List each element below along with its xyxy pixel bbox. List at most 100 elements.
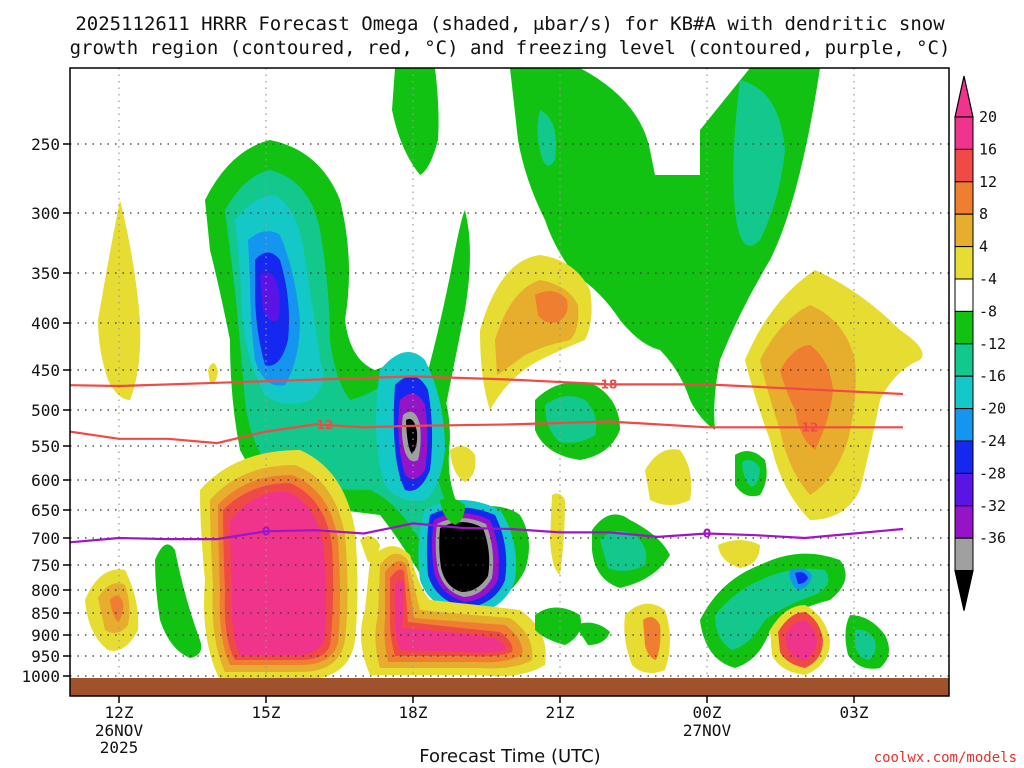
colorbar-label: -8: [979, 302, 997, 320]
colorbar-swatch: [954, 343, 974, 377]
omega-region-19z-right-green: [440, 498, 465, 525]
omega-region-18z-black: [406, 418, 418, 454]
omega-region-upper-mid-teal: [537, 110, 556, 166]
omega-region-21z-teal-blob: [545, 396, 597, 443]
y-tick-label: 800: [31, 581, 60, 600]
omega-region-12z-upper-yellow: [98, 200, 141, 400]
colorbar-swatch: [954, 472, 974, 507]
omega-region-2130-green-low: [575, 622, 610, 645]
omega-region-spike-19z-green: [420, 210, 470, 410]
contour-label-0: 0: [262, 524, 270, 538]
ground-surface-band: [70, 678, 949, 696]
y-tick-label: 750: [31, 556, 60, 575]
colorbar-swatch: [954, 116, 974, 150]
y-tick-label: 650: [31, 501, 60, 520]
colorbar-label: 20: [979, 108, 997, 126]
omega-region-19z-black: [439, 522, 490, 592]
chart-title-line-1: 2025112611 HRRR Forecast Omega (shaded, …: [75, 13, 945, 35]
omega-region-2230-yellow: [645, 449, 692, 505]
credit-text: coolwx.com/models: [874, 750, 1017, 766]
x-axis-label: Forecast Time (UTC): [419, 746, 600, 767]
colorbar-swatch: [954, 505, 974, 539]
omega-region-2030-small-yellow: [450, 446, 476, 482]
colorbar-swatch: [954, 537, 974, 572]
colorbar-label: -24: [979, 432, 1006, 450]
colorbar-swatch: [954, 246, 974, 280]
omega-region-15z-magenta: [230, 491, 326, 655]
omega-region-upper-right-teal: [733, 80, 785, 246]
x-tick-date: 27NOV: [683, 721, 732, 740]
omega-region-2030-green-low: [535, 607, 581, 645]
y-tick-label: 450: [31, 361, 60, 380]
omega-region-1330-small-yellow: [208, 362, 218, 385]
colorbar: 20 16 12 8 4 -4 -8 -12 -16 -20 -24 -28 -32 -36: [954, 75, 1006, 611]
omega-region-02z-orange: [780, 345, 833, 450]
omega-region-03z-teal: [855, 629, 876, 660]
y-tick-label: 850: [31, 604, 60, 623]
y-tick-label: 600: [31, 471, 60, 490]
contour-lines: 18 12 12 0 0: [70, 375, 904, 544]
colorbar-label: -36: [979, 529, 1006, 547]
colorbar-label: 12: [979, 173, 997, 191]
omega-region-21z-thin-yellow: [550, 493, 565, 575]
x-tick-label: 18Z: [399, 703, 428, 722]
y-tick-label: 550: [31, 437, 60, 456]
omega-region-12z-low-orange: [110, 595, 124, 622]
colorbar-label: -16: [979, 367, 1006, 385]
contour-label-0: 0: [703, 527, 711, 541]
x-tick-label: 21Z: [546, 703, 575, 722]
colorbar-label: 4: [979, 238, 988, 256]
colorbar-bottom-arrow: [954, 570, 974, 611]
contour-line--18: [70, 375, 904, 396]
y-tick-label: 900: [31, 626, 60, 645]
y-tick-label: 500: [31, 401, 60, 420]
omega-region-2230-low-orange: [643, 616, 661, 660]
omega-region-00z-teal-small: [742, 460, 760, 487]
omega-region-lower-right-blue: [795, 572, 808, 584]
y-tick-label: 700: [31, 529, 60, 548]
y-tick-label: 400: [31, 314, 60, 333]
colorbar-label: -28: [979, 464, 1006, 482]
y-tick-label: 950: [31, 647, 60, 666]
contour-label--12: 12: [316, 418, 333, 432]
contour-line--12: [70, 420, 903, 445]
x-tick-label: 12Z: [105, 703, 134, 722]
colorbar-label: -4: [979, 270, 997, 288]
colorbar-label: -32: [979, 497, 1006, 515]
colorbar-swatch: [954, 278, 974, 312]
colorbar-label: -12: [979, 335, 1006, 353]
colorbar-label: -20: [979, 400, 1006, 418]
colorbar-swatch: [954, 213, 974, 248]
y-tick-label: 300: [31, 204, 60, 223]
omega-shading: [85, 68, 923, 680]
colorbar-swatch: [954, 310, 974, 345]
x-tick-date: 26NOV: [95, 721, 144, 740]
x-tick-label: 03Z: [840, 703, 869, 722]
colorbar-label: 8: [979, 205, 988, 223]
omega-region-21z-upper-orange: [535, 291, 568, 323]
x-tick-label: 00Z: [693, 703, 722, 722]
contour-label--12: 12: [802, 420, 819, 434]
contour-line-0: [70, 522, 904, 544]
colorbar-swatch: [954, 181, 974, 215]
colorbar-swatch: [954, 375, 974, 410]
colorbar-swatch: [954, 148, 974, 183]
colorbar-swatch: [954, 440, 974, 474]
x-tick-label: 15Z: [252, 703, 281, 722]
omega-region-2330-yellow: [718, 540, 760, 568]
omega-region-1230-low-green: [155, 544, 202, 658]
colorbar-top-arrow: [954, 75, 974, 118]
omega-region-02z-low-magenta: [785, 620, 817, 661]
omega-region-1730-yellow: [360, 536, 380, 562]
colorbar-label: 16: [979, 140, 997, 158]
y-tick-label: 350: [31, 264, 60, 283]
dotted-grid: [70, 68, 949, 678]
y-axis: 250 300 350 400 450 500 550 600 650 700 750 800 850 9…: [21, 135, 70, 686]
plot-border: [69, 67, 950, 697]
plot-area: 18 12 12 0 0: [70, 68, 949, 696]
contour-label--18: 18: [601, 377, 618, 391]
omega-region-upper-left-purple: [260, 272, 280, 322]
x-tick-year: 2025: [100, 738, 139, 757]
